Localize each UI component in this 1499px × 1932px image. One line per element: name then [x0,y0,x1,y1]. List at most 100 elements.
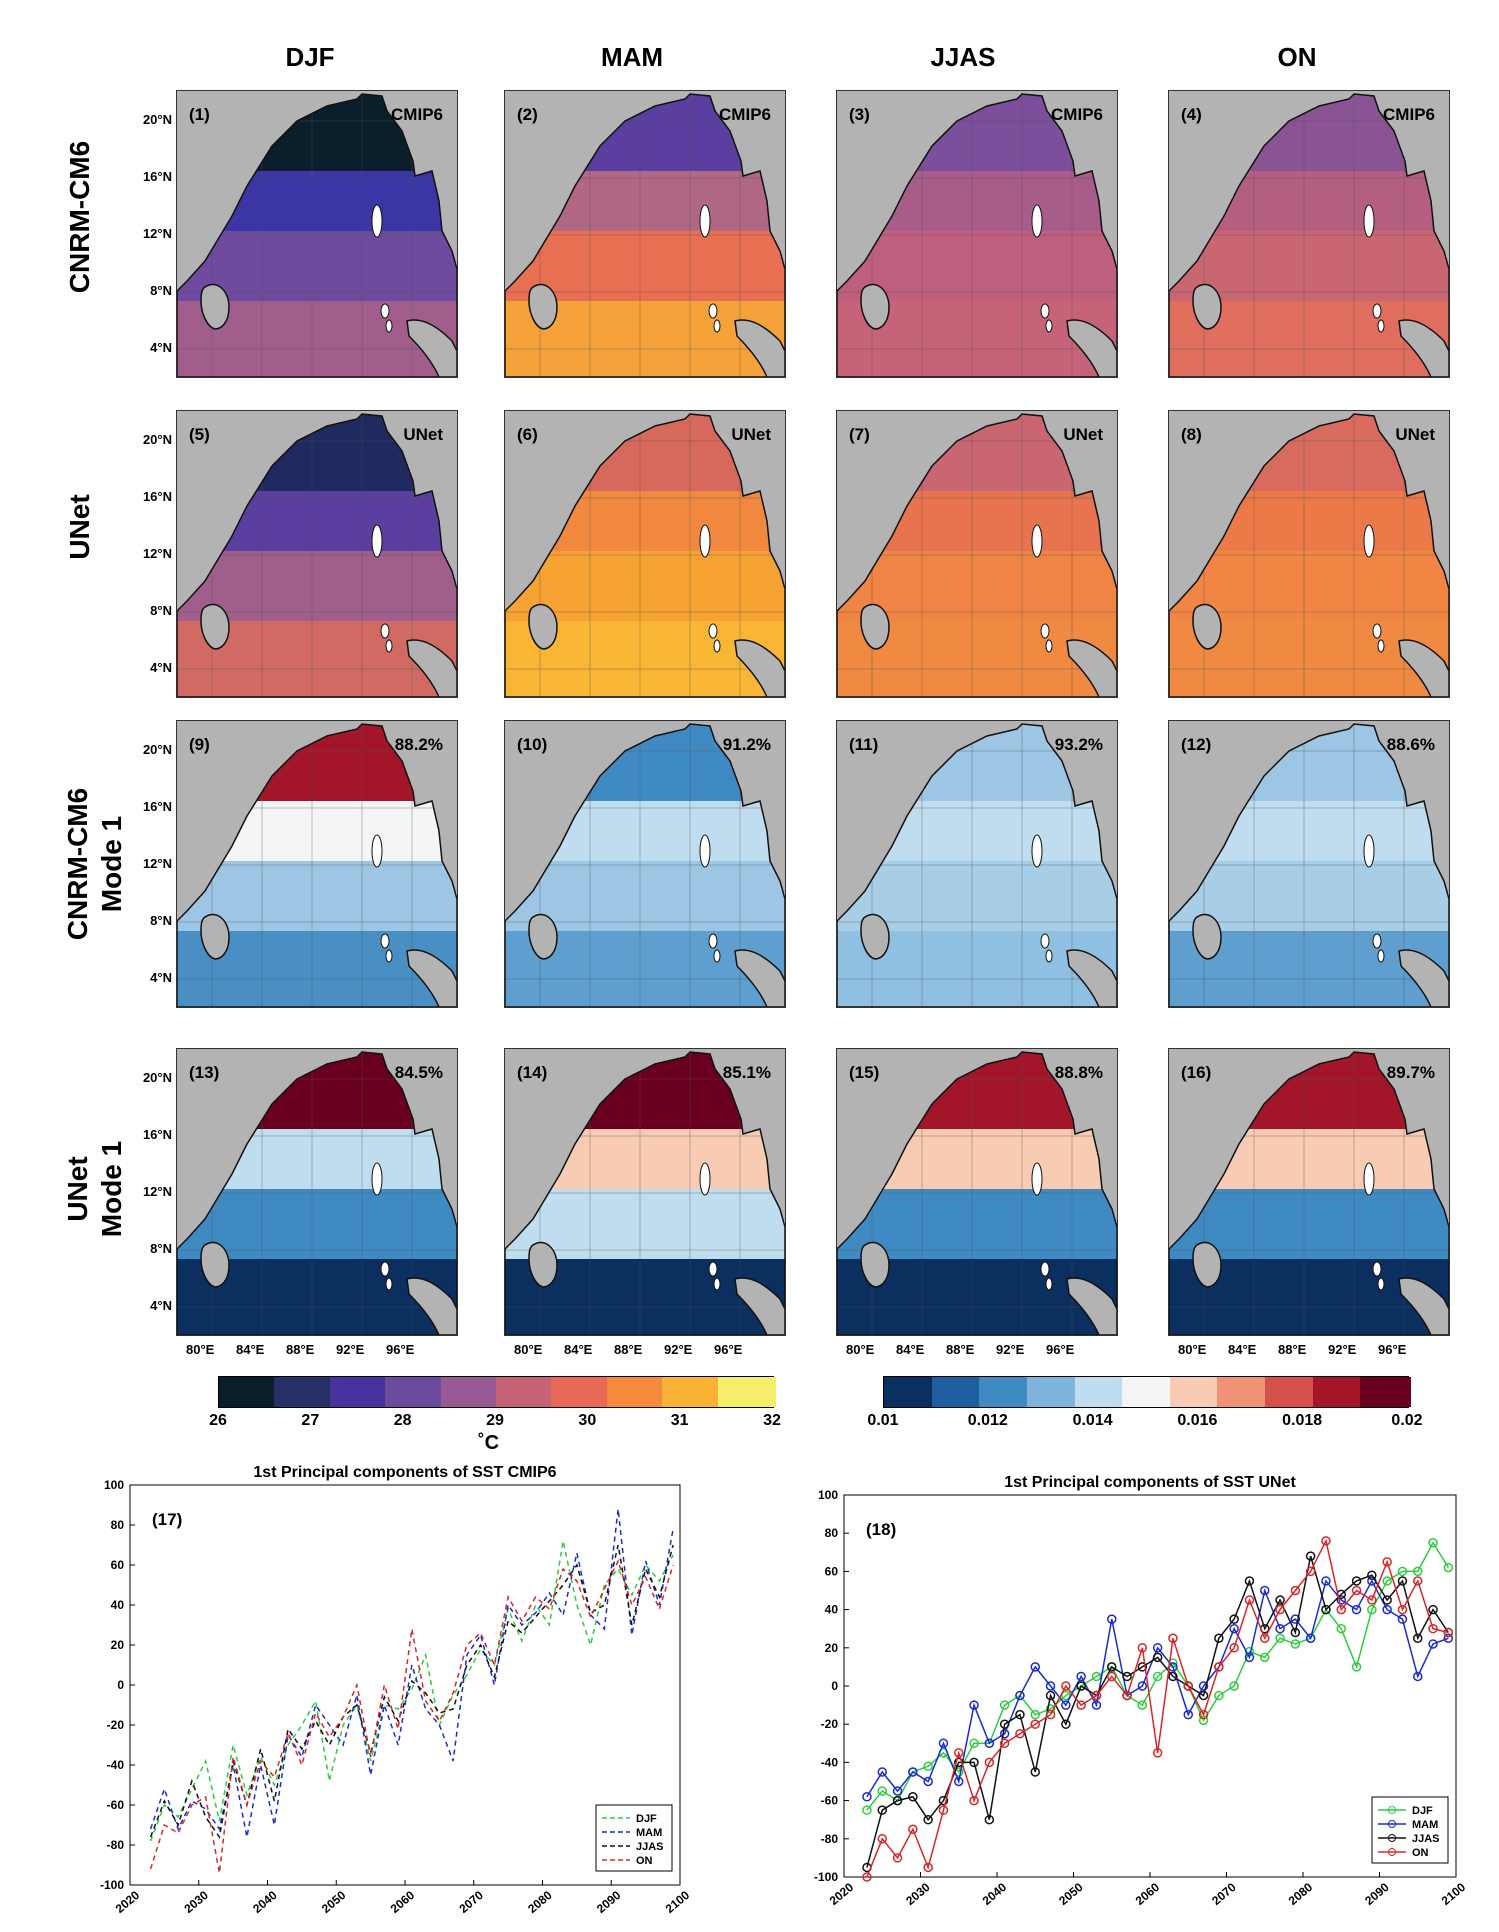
series-marker [1045,1709,1056,1720]
field-band [837,1129,1117,1189]
colorbar-swatch [662,1377,721,1407]
field-band [1169,491,1449,551]
x-tick-label: 2030 [903,1880,933,1908]
series-marker [1198,1715,1209,1726]
series-marker [1137,1681,1148,1691]
series-marker [1137,1662,1148,1672]
series-marker [969,1795,979,1806]
series-marker [1351,1585,1362,1596]
lon-tick-label: 84°E [1228,1342,1257,1357]
series-marker [862,1805,872,1815]
panel-id: (13) [189,1063,220,1082]
series-marker [1367,1604,1377,1615]
colorbar-tick-label: 0.02 [1391,1412,1423,1429]
series-marker [892,1795,903,1806]
y-tick-label: 20 [111,1638,125,1652]
colorbar-swatch [440,1377,499,1407]
series-marker [984,1814,995,1825]
series-marker [1290,1585,1301,1596]
field-band [177,801,457,861]
lon-tick-label: 84°E [236,1342,265,1357]
series-marker [1305,1633,1316,1643]
andaman-island [1372,933,1382,949]
sumatra-landmass [406,639,457,697]
series-marker [1061,1690,1071,1701]
series-marker [1428,1639,1438,1649]
series-marker [1091,1671,1102,1682]
series-marker [1122,1690,1132,1701]
colorbar-swatch [884,1377,935,1407]
field-band [837,801,1117,861]
series-marker [1107,1614,1117,1624]
row-label-unet-mode1: UNet Mode 1 [61,1039,129,1339]
sumatra-landmass [406,1277,457,1335]
legend-marker [1388,1820,1396,1828]
series-marker [1367,1570,1377,1580]
colorbar-sst-unit: ˚C [478,1432,500,1454]
y-tick-label: 20 [825,1641,839,1655]
lon-tick-label: 80°E [846,1342,875,1357]
legend-label: JJAS [1412,1833,1440,1845]
y-tick-label: -60 [107,1798,125,1812]
panel-id: (7) [849,425,870,444]
panel-tag: 84.5% [394,1063,443,1082]
andaman-island [385,319,393,333]
lat-tick-label: 16°N [142,489,172,504]
field-band [177,94,457,171]
y-tick-label: 60 [111,1558,125,1572]
coastline [177,413,457,697]
series-marker [954,1757,964,1768]
series-marker [923,1776,933,1787]
map-panel: (12) 88.6% [1168,720,1450,1008]
colorbar-tick-label: 26 [209,1412,227,1429]
series-marker [969,1738,979,1749]
series-marker [1321,1536,1331,1546]
colorbar-swatch [1217,1377,1268,1407]
series-marker [1397,1566,1408,1577]
y-tick-label: -60 [821,1794,839,1808]
series-marker [1260,1652,1270,1663]
map-field [177,93,457,377]
sumatra-landmass [734,949,785,1007]
sri-lanka-landmass [200,913,230,960]
panel-id: (11) [849,735,879,754]
coastline [505,723,785,1007]
sumatra-landmass [1066,1277,1117,1335]
series-marker [1076,1671,1086,1682]
colorbar-tick-label: 28 [393,1412,412,1429]
andaman-island [1363,204,1375,238]
colorbar-swatch [496,1377,555,1407]
series-marker [1015,1690,1025,1701]
lon-tick-label: 96°E [1378,1342,1407,1357]
legend-label: ON [636,1855,653,1867]
field-band [177,1129,457,1189]
series-marker [877,1834,887,1844]
series-marker [1443,1633,1454,1643]
andaman-island [1363,834,1375,868]
sumatra-landmass [734,319,785,377]
map-field [837,93,1117,377]
series-marker [999,1729,1010,1739]
panel-tag: 89.7% [1386,1063,1435,1082]
chart-title: 1st Principal components of SST CMIP6 [253,1464,556,1481]
andaman-island [699,834,711,868]
map-field [1169,723,1449,1007]
field-band [1169,1129,1449,1189]
field-band [177,171,457,231]
x-tick-label: 2080 [1286,1880,1316,1908]
y-tick-label: -40 [107,1758,125,1772]
lat-tick-label: 20°N [142,432,172,447]
andaman-island [371,834,383,868]
colorbar-tick-label: 29 [486,1412,504,1429]
series-line-mam [149,1508,674,1838]
lat-tick-label: 16°N [142,1127,172,1142]
sri-lanka-landmass [1192,1241,1222,1288]
series-marker [1198,1681,1209,1691]
andaman-island [1377,1277,1385,1291]
map-field [177,413,457,697]
panel-id: (4) [1181,105,1202,124]
panel-tag: 88.6% [1386,735,1435,754]
series-marker [1397,1576,1408,1586]
legend-label: DJF [636,1813,657,1825]
series-marker [1061,1700,1071,1710]
